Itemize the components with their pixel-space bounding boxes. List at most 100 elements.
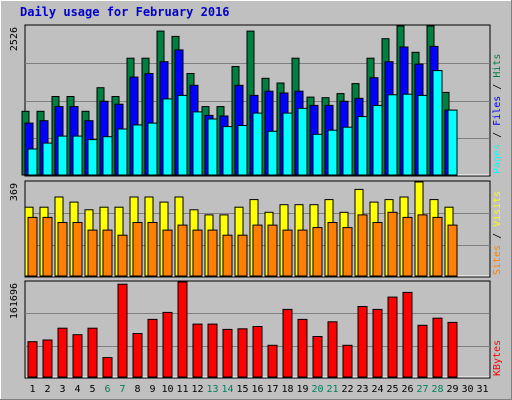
side-label-part-hits-files-pages-0: Pages bbox=[492, 144, 503, 174]
day-label-19: 19 bbox=[296, 384, 308, 395]
bar-sites-day-15 bbox=[237, 234, 248, 277]
bar-pages-day-22 bbox=[342, 126, 353, 176]
bar-kbytes-day-13 bbox=[207, 323, 218, 378]
day-label-15: 15 bbox=[236, 384, 248, 395]
bar-sites-day-13 bbox=[207, 229, 218, 277]
bar-pages-day-9 bbox=[147, 122, 158, 176]
bar-sites-day-21 bbox=[327, 222, 338, 277]
bar-pages-day-29 bbox=[447, 109, 458, 176]
bar-pages-day-20 bbox=[312, 133, 323, 176]
bar-kbytes-day-28 bbox=[432, 317, 443, 378]
day-label-23: 23 bbox=[356, 384, 368, 395]
bar-sites-day-28 bbox=[432, 216, 443, 277]
day-label-13: 13 bbox=[206, 384, 218, 395]
bar-kbytes-day-25 bbox=[387, 296, 398, 378]
bar-sites-day-17 bbox=[267, 224, 278, 277]
bar-pages-day-5 bbox=[87, 139, 98, 176]
day-label-2: 2 bbox=[44, 384, 50, 395]
day-label-6: 6 bbox=[104, 384, 110, 395]
bar-sites-day-29 bbox=[447, 224, 458, 277]
bar-sites-day-19 bbox=[297, 229, 308, 277]
day-label-26: 26 bbox=[401, 384, 413, 395]
day-label-27: 27 bbox=[416, 384, 428, 395]
bar-pages-day-21 bbox=[327, 129, 338, 176]
bar-pages-day-14 bbox=[222, 126, 233, 176]
bar-kbytes-day-8 bbox=[132, 333, 143, 378]
bar-pages-day-8 bbox=[132, 124, 143, 176]
day-label-20: 20 bbox=[311, 384, 323, 395]
day-label-8: 8 bbox=[134, 384, 140, 395]
bar-sites-day-18 bbox=[282, 229, 293, 277]
side-label-part-kbytes-0: KBytes bbox=[492, 340, 503, 376]
side-label-part-visits-sites-0: Sites bbox=[492, 245, 503, 275]
bar-kbytes-day-12 bbox=[192, 323, 203, 378]
bar-sites-day-24 bbox=[372, 222, 383, 277]
side-label-part-hits-files-pages-1: / bbox=[492, 126, 503, 144]
bar-kbytes-day-19 bbox=[297, 318, 308, 378]
bar-sites-day-23 bbox=[357, 214, 368, 277]
day-label-7: 7 bbox=[119, 384, 125, 395]
bar-kbytes-day-16 bbox=[252, 326, 263, 378]
bar-kbytes-day-15 bbox=[237, 328, 248, 378]
bar-pages-day-24 bbox=[372, 104, 383, 176]
side-label-part-visits-sites-2: Visits bbox=[492, 191, 503, 227]
bar-kbytes-day-18 bbox=[282, 308, 293, 378]
bar-kbytes-day-29 bbox=[447, 321, 458, 378]
bar-kbytes-day-2 bbox=[42, 339, 53, 378]
bar-kbytes-day-10 bbox=[162, 311, 173, 378]
day-label-29: 29 bbox=[446, 384, 458, 395]
day-label-24: 24 bbox=[371, 384, 383, 395]
bar-pages-day-16 bbox=[252, 112, 263, 176]
bar-pages-day-19 bbox=[297, 107, 308, 176]
bar-pages-day-23 bbox=[357, 116, 368, 176]
bar-pages-day-17 bbox=[267, 130, 278, 176]
frame-bevel-left bbox=[0, 0, 1, 400]
bar-pages-day-12 bbox=[192, 111, 203, 176]
day-label-10: 10 bbox=[161, 384, 173, 395]
side-label-visits-sites: Sites / Visits bbox=[492, 191, 503, 275]
bar-sites-day-6 bbox=[102, 229, 113, 277]
bar-pages-day-27 bbox=[417, 94, 428, 176]
bar-sites-day-7 bbox=[117, 234, 128, 277]
bar-pages-day-28 bbox=[432, 70, 443, 176]
bar-kbytes-day-11 bbox=[177, 281, 188, 378]
side-label-part-visits-sites-1: / bbox=[492, 227, 503, 245]
bar-kbytes-day-20 bbox=[312, 336, 323, 378]
side-label-part-hits-files-pages-4: Hits bbox=[492, 54, 503, 78]
bar-sites-day-27 bbox=[417, 214, 428, 277]
max-label-kbytes: 161696 bbox=[9, 283, 20, 319]
bar-pages-day-26 bbox=[402, 93, 413, 176]
bar-kbytes-day-17 bbox=[267, 344, 278, 378]
bar-kbytes-day-23 bbox=[357, 306, 368, 378]
bar-sites-day-11 bbox=[177, 224, 188, 277]
bar-kbytes-day-7 bbox=[117, 283, 128, 378]
day-label-31: 31 bbox=[476, 384, 488, 395]
bar-kbytes-day-3 bbox=[57, 327, 68, 378]
bar-pages-day-13 bbox=[207, 118, 218, 176]
day-label-17: 17 bbox=[266, 384, 278, 395]
bar-sites-day-14 bbox=[222, 234, 233, 277]
bar-sites-day-1 bbox=[27, 216, 38, 277]
bar-pages-day-10 bbox=[162, 98, 173, 176]
side-label-part-hits-files-pages-3: / bbox=[492, 78, 503, 96]
side-label-hits-files-pages: Pages / Files / Hits bbox=[492, 54, 503, 174]
bar-kbytes-day-6 bbox=[102, 357, 113, 378]
bar-pages-day-3 bbox=[57, 135, 68, 176]
day-label-9: 9 bbox=[149, 384, 155, 395]
bar-pages-day-6 bbox=[102, 136, 113, 176]
bar-pages-day-11 bbox=[177, 94, 188, 176]
bar-sites-day-12 bbox=[192, 229, 203, 277]
bar-kbytes-day-14 bbox=[222, 328, 233, 378]
day-label-28: 28 bbox=[431, 384, 443, 395]
bar-kbytes-day-21 bbox=[327, 321, 338, 378]
day-label-11: 11 bbox=[176, 384, 188, 395]
chart-title: Daily usage for February 2016 bbox=[20, 5, 230, 19]
day-label-1: 1 bbox=[29, 384, 35, 395]
day-label-4: 4 bbox=[74, 384, 80, 395]
bar-sites-day-26 bbox=[402, 216, 413, 277]
bar-kbytes-day-4 bbox=[72, 334, 83, 378]
day-label-5: 5 bbox=[89, 384, 95, 395]
max-label-hits-files-pages: 2526 bbox=[9, 27, 20, 51]
bar-kbytes-day-22 bbox=[342, 344, 353, 378]
bar-kbytes-day-5 bbox=[87, 327, 98, 378]
